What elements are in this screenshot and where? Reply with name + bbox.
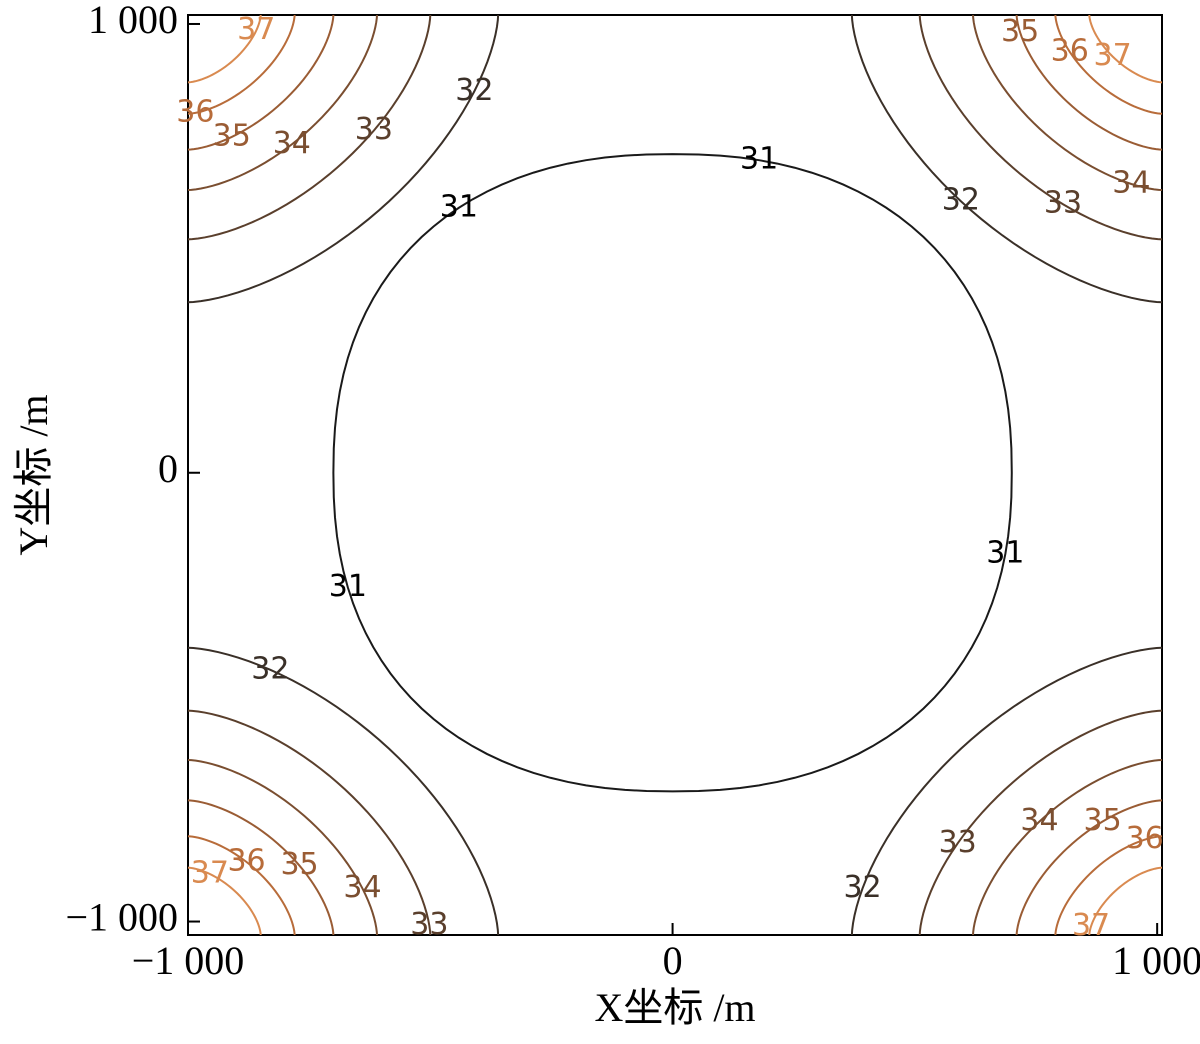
contour-line [187,866,262,936]
contour-line [1088,14,1163,84]
contour-line [187,646,500,936]
contour-label: 32 [942,183,980,218]
contour-label: 34 [1020,803,1058,838]
contour-line [918,14,1163,241]
contour-label: 36 [227,844,265,879]
contour-label: 36 [1126,821,1164,856]
contour-label: 32 [455,73,493,108]
contour-label: 32 [843,870,881,905]
contour-line [187,14,262,84]
contour-label: 33 [939,825,977,860]
contour-label: 34 [273,126,311,161]
contour-line [187,835,296,936]
contour-line [332,153,1013,793]
contour-label: 35 [280,847,318,882]
contour-label: 34 [1112,166,1150,201]
contour-label: 37 [237,12,275,47]
contour-line [187,14,432,241]
contour-line [187,14,296,115]
contour-line [187,799,335,936]
contour-line [187,709,432,936]
contour-line [1015,799,1163,936]
contour-label: 35 [1001,14,1039,49]
contour-label: 34 [343,870,381,905]
contour-line [187,14,378,192]
y-tick-label: 0 [158,446,178,491]
contour-label: 36 [1051,33,1089,68]
contour-label: 35 [213,118,251,153]
contour-line [1054,835,1163,936]
y-tick-label: 1 000 [88,0,178,42]
y-axis-label: Y坐标 /m [11,394,56,555]
contour-line [972,14,1163,192]
contour-label: 31 [740,142,778,177]
plot-frame [187,14,1163,936]
contour-line [187,14,335,151]
contour-label: 33 [1044,186,1082,221]
contour-line [972,758,1163,936]
x-tick-label: 0 [663,938,683,983]
contour-line [850,14,1163,304]
x-axis-label: X坐标 /m [594,985,755,1030]
contour-line [850,646,1163,936]
contour-label: 37 [1093,38,1131,73]
contour-line [187,14,500,304]
contour-line [918,709,1163,936]
contour-label: 33 [410,907,448,942]
x-tick-label: −1 000 [132,938,245,983]
y-tick-label: −1 000 [65,895,178,940]
contour-line [187,758,378,936]
x-tick-label: 1 000 [1112,938,1200,983]
contour-line [1015,14,1163,151]
contour-label: 37 [1072,908,1110,943]
contour-label: 31 [329,569,367,604]
contour-line [1054,14,1163,115]
contour-line [1088,866,1163,936]
contour-label: 32 [251,651,289,686]
contour-label: 37 [191,856,229,891]
contour-label: 31 [440,189,478,224]
contour-label: 35 [1084,803,1122,838]
contour-label: 31 [986,536,1024,571]
contour-label: 36 [176,94,214,129]
contour-label: 33 [355,112,393,147]
